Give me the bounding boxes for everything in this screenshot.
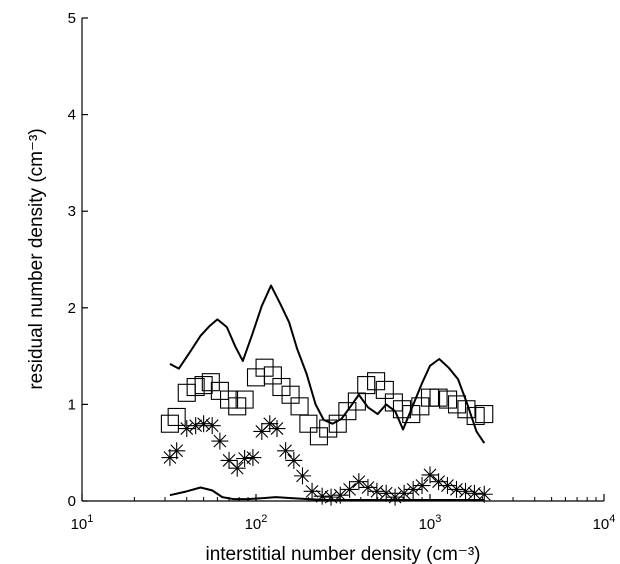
x-tick-label: 102 — [245, 513, 268, 533]
square-marker — [338, 402, 357, 421]
x-axis-label: interstitial number density (cm⁻³) — [205, 544, 480, 564]
asterisk-marker — [293, 467, 311, 485]
asterisk-marker — [261, 415, 279, 433]
asterisk-marker — [195, 415, 213, 433]
y-tick-label: 0 — [68, 493, 76, 510]
square-marker — [194, 376, 213, 395]
square-marker — [475, 405, 494, 424]
square-marker — [447, 395, 467, 414]
asterisk-marker — [236, 449, 254, 467]
plot-area — [160, 284, 494, 506]
x-tick-label: 101 — [71, 513, 94, 533]
asterisk-marker — [404, 480, 422, 498]
square-marker — [347, 392, 366, 411]
y-tick-label: 2 — [68, 300, 76, 317]
square-marker — [375, 380, 394, 399]
square-marker — [319, 419, 338, 438]
asterisk-marker — [386, 488, 404, 506]
asterisk-marker — [421, 466, 439, 484]
asterisk-marker — [359, 478, 377, 496]
asterisk-marker — [438, 477, 456, 495]
asterisk-marker — [285, 451, 303, 469]
y-axis-label: residual number density (cm⁻³) — [26, 128, 47, 389]
asterisk-marker — [457, 482, 475, 500]
asterisk-marker — [430, 473, 448, 491]
square-marker — [328, 414, 347, 433]
square-marker — [167, 407, 186, 427]
ticks: 0 1 2 3 4 5 101 102 103 104 — [68, 10, 616, 533]
asterisk-marker — [168, 442, 186, 460]
asterisk-marker — [268, 420, 286, 438]
asterisk-marker — [465, 484, 483, 502]
square-marker — [309, 427, 328, 446]
asterisk-marker — [413, 477, 431, 495]
asterisk-marker — [211, 432, 229, 450]
square-marker — [228, 397, 247, 416]
asterisk-marker — [341, 480, 359, 498]
asterisk-marker — [277, 442, 295, 460]
axes — [81, 18, 604, 502]
square-marker — [357, 376, 376, 395]
y-tick-label: 5 — [68, 10, 76, 27]
square-marker — [429, 388, 448, 407]
square-marker — [160, 414, 179, 433]
square-marker — [299, 414, 318, 433]
square-marker — [392, 400, 412, 419]
square-marker — [457, 400, 476, 419]
y-tick-label: 3 — [68, 203, 76, 220]
square-marker — [272, 377, 291, 397]
asterisk-marker — [368, 482, 386, 500]
series-1-line — [169, 284, 486, 444]
square-marker — [235, 390, 254, 409]
asterisk-marker — [447, 480, 465, 498]
asterisk-marker — [322, 488, 340, 506]
asterisk-marker — [313, 487, 331, 505]
series-4-line — [169, 486, 485, 502]
asterisk-marker — [244, 449, 262, 467]
x-tick-label: 104 — [593, 513, 616, 533]
asterisk-marker — [203, 417, 221, 435]
asterisk-marker — [228, 459, 246, 477]
x-tick-label: 103 — [419, 513, 442, 533]
square-marker — [402, 405, 421, 424]
asterisk-marker — [350, 473, 368, 491]
y-tick-label: 4 — [68, 107, 76, 124]
y-tick-label: 1 — [68, 396, 76, 413]
